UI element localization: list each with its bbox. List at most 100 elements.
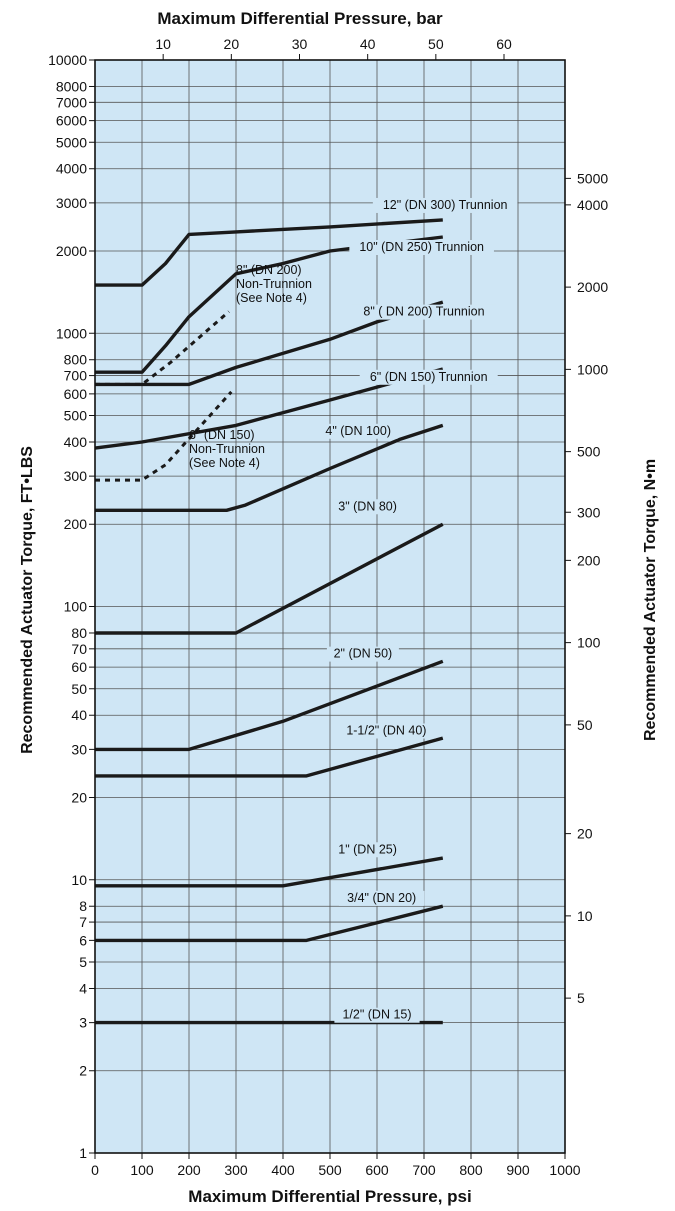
series-label-2: 8" ( DN 200) Trunnion	[363, 305, 484, 319]
series-label-bg	[326, 646, 399, 662]
x-tick-label: 800	[459, 1162, 483, 1178]
y-tick-label: 70	[71, 641, 87, 657]
x2-tick-label: 30	[292, 36, 308, 52]
series-label-6: 2" (DN 50)	[334, 647, 393, 661]
series-label-0: 12" (DN 300) Trunnion	[383, 198, 508, 212]
y2-tick-label: 2000	[577, 279, 608, 295]
y-tick-label: 6	[79, 932, 87, 948]
x-tick-label: 400	[271, 1162, 295, 1178]
series-label-10: 1/2" (DN 15)	[342, 1008, 411, 1022]
x-tick-label: 1000	[549, 1162, 580, 1178]
y2-tick-label: 20	[577, 826, 593, 842]
y-tick-label: 80	[71, 625, 87, 641]
y2-tick-label: 4000	[577, 197, 608, 213]
series-label-bg	[359, 369, 498, 385]
y-tick-label: 7000	[56, 94, 87, 110]
series-label-bg	[318, 423, 398, 439]
series-label-5: 3" (DN 80)	[338, 499, 397, 513]
series-label-11: 8" (DN 200) Non-Trunnion (See Note 4)	[236, 263, 312, 305]
series-label-12: 6" (DN 150) Non-Trunnion (See Note 4)	[189, 428, 265, 470]
y-tick-label: 1000	[56, 325, 87, 341]
y2-tick-label: 5000	[577, 170, 608, 186]
y-tick-label: 3000	[56, 195, 87, 211]
x-tick-label: 700	[412, 1162, 436, 1178]
x-tick-label: 900	[506, 1162, 530, 1178]
series-label-bg	[337, 723, 436, 739]
series-label-3: 6" (DN 150) Trunnion	[370, 370, 488, 384]
y2-tick-label: 50	[577, 717, 593, 733]
series-line-3	[94, 367, 444, 450]
y-tick-label: 10	[71, 872, 87, 888]
y-tick-label: 20	[71, 789, 87, 805]
y2-tick-label: 10	[577, 908, 593, 924]
series-line-12	[95, 390, 233, 482]
y-tick-label: 40	[71, 707, 87, 723]
right-axis-title: Recommended Actuator Torque, N•m	[642, 459, 659, 741]
series-label-bg	[331, 499, 404, 515]
x-tick-label: 100	[130, 1162, 154, 1178]
x-tick-label: 500	[318, 1162, 342, 1178]
y2-tick-label: 5	[577, 990, 585, 1006]
bottom-axis-title: Maximum Differential Pressure, psi	[188, 1187, 471, 1206]
x-tick-label: 0	[91, 1162, 99, 1178]
series-line-11	[95, 310, 230, 386]
series-label-bg	[349, 239, 494, 255]
y2-tick-label: 200	[577, 552, 601, 568]
y-tick-label: 100	[64, 599, 88, 615]
y-tick-label: 200	[64, 516, 88, 532]
y-tick-label: 4	[79, 980, 87, 996]
series-label-bg	[372, 197, 518, 213]
series-line-7	[95, 736, 444, 778]
y-tick-label: 6000	[56, 113, 87, 129]
x-tick-label: 600	[365, 1162, 389, 1178]
x2-tick-label: 10	[155, 36, 171, 52]
series-label-bg	[339, 890, 425, 906]
y-tick-label: 400	[64, 434, 88, 450]
y-tick-label: 10000	[48, 52, 87, 68]
left-axis-title: Recommended Actuator Torque, FT•LBS	[19, 446, 36, 754]
y-tick-label: 600	[64, 386, 88, 402]
y2-tick-label: 300	[577, 504, 601, 520]
y-tick-label: 300	[64, 468, 88, 484]
series-label-4: 4" (DN 100)	[325, 424, 391, 438]
axes: 0 100 200 300 400 500 600 700 800 900 100012345678…	[48, 36, 608, 1178]
y-tick-label: 50	[71, 681, 87, 697]
series-line-5	[95, 522, 444, 635]
y-tick-label: 8000	[56, 78, 87, 94]
series-line-9	[95, 904, 444, 943]
series-labels: 12" (DN 300) Trunnion 10" (DN 250) Trunni…	[189, 197, 518, 1023]
x2-tick-label: 40	[360, 36, 376, 52]
y2-tick-label: 1000	[577, 361, 608, 377]
y-tick-label: 800	[64, 352, 88, 368]
series-line-6	[95, 659, 444, 752]
x2-tick-label: 50	[428, 36, 444, 52]
series-label-7: 1-1/2" (DN 40)	[346, 724, 426, 738]
y-tick-label: 700	[64, 368, 88, 384]
series-label-8: 1" (DN 25)	[338, 842, 397, 856]
x-tick-label: 300	[224, 1162, 248, 1178]
y-tick-label: 2000	[56, 243, 87, 259]
series-label-bg	[351, 304, 497, 320]
series-label-bg	[331, 842, 404, 858]
y-tick-label: 5000	[56, 134, 87, 150]
x2-tick-label: 60	[496, 36, 512, 52]
y-tick-label: 4000	[56, 161, 87, 177]
y-tick-label: 7	[79, 914, 87, 930]
top-axis-title: Maximum Differential Pressure, bar	[157, 9, 443, 28]
series-label-bg	[334, 1007, 420, 1023]
y-tick-label: 3	[79, 1015, 87, 1031]
x2-tick-label: 20	[224, 36, 240, 52]
y-tick-label: 8	[79, 898, 87, 914]
y-tick-label: 1	[79, 1145, 87, 1161]
y-tick-label: 5	[79, 954, 87, 970]
y-tick-label: 60	[71, 659, 87, 675]
x-tick-label: 200	[177, 1162, 201, 1178]
y2-tick-label: 500	[577, 444, 601, 460]
series-line-0	[95, 218, 443, 287]
series-label-9: 3/4" (DN 20)	[347, 891, 416, 905]
y-tick-label: 30	[71, 741, 87, 757]
y2-tick-label: 100	[577, 635, 601, 651]
series-line-1	[95, 235, 444, 374]
y-tick-label: 2	[79, 1063, 87, 1079]
